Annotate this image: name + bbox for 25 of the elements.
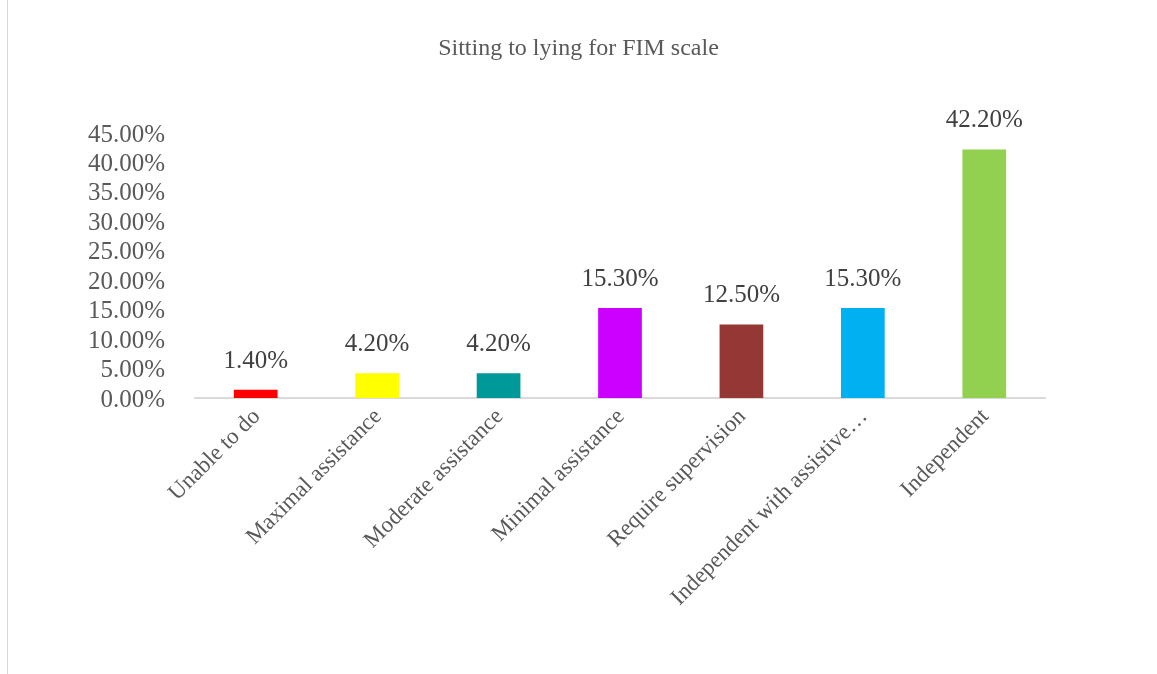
bar <box>598 307 642 398</box>
chart-title: Sitting to lying for FIM scale <box>438 34 719 60</box>
data-label: 4.20% <box>344 329 410 357</box>
data-label: 15.30% <box>581 263 659 291</box>
y-tick-label: 5.00% <box>100 355 165 383</box>
bar <box>719 324 764 398</box>
data-label: 12.50% <box>702 280 780 308</box>
y-tick-label: 30.00% <box>87 207 165 235</box>
bar <box>355 373 399 398</box>
y-tick-label: 10.00% <box>87 325 165 353</box>
y-tick-label: 35.00% <box>87 178 165 206</box>
data-label: 15.30% <box>824 263 902 291</box>
y-tick-label: 25.00% <box>87 237 165 265</box>
bar <box>962 149 1007 398</box>
y-tick-label: 40.00% <box>87 148 165 176</box>
data-label: 4.20% <box>466 329 531 357</box>
bar <box>476 373 521 398</box>
bar <box>841 307 885 398</box>
bar <box>233 389 278 398</box>
y-tick-label: 15.00% <box>87 296 165 324</box>
data-label: 42.20% <box>945 105 1023 133</box>
y-tick-label: 45.00% <box>87 119 165 147</box>
y-tick-label: 0.00% <box>100 384 165 412</box>
data-label: 1.40% <box>223 345 288 373</box>
y-tick-label: 20.00% <box>87 266 165 294</box>
